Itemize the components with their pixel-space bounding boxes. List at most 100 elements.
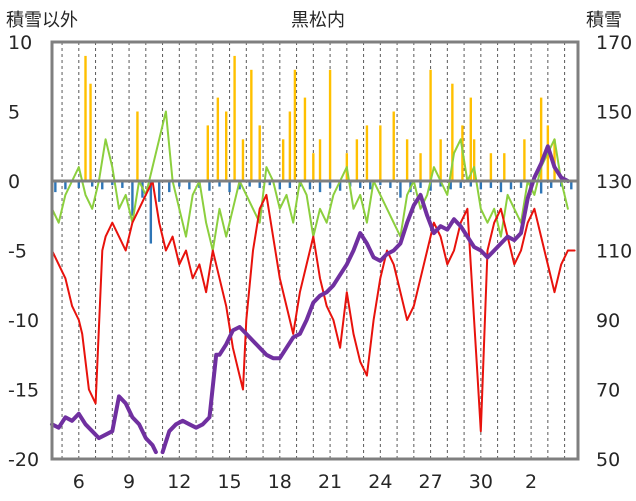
snowfall-bar: [553, 139, 556, 181]
snowfall-bar: [419, 153, 422, 181]
precip-bar: [369, 181, 372, 190]
left-tick-label: -20: [8, 449, 39, 471]
tmax-line: [51, 110, 569, 252]
left-tick-label: 10: [8, 32, 32, 54]
snowfall-bar: [405, 139, 409, 181]
right-axis-label: 積雪: [586, 10, 622, 31]
x-tick-label: 6: [73, 471, 85, 493]
precip-bar: [101, 181, 104, 190]
x-tick-label: 18: [268, 471, 292, 493]
snowfall-bar: [355, 139, 359, 181]
precip-bar: [519, 181, 523, 188]
snowfall-bar: [539, 97, 543, 181]
precip-bar: [149, 181, 153, 244]
precip-bar: [258, 181, 261, 188]
snowfall-bar: [523, 139, 526, 181]
precip-bar: [308, 181, 312, 190]
snowfall-bar: [365, 125, 369, 181]
snowfall-bar: [451, 83, 454, 181]
snowfall-bar: [303, 97, 307, 181]
snowfall-bar: [472, 139, 476, 181]
precip-bar: [570, 181, 573, 190]
snowfall-bar: [489, 153, 493, 181]
right-tick-label: 90: [596, 310, 620, 332]
precip-bar: [64, 181, 67, 190]
precip-bar: [328, 181, 332, 188]
plot-frame: [50, 40, 580, 461]
chart-title: 黒松内: [291, 10, 345, 31]
snowfall-bar: [281, 139, 285, 181]
x-tick-label: 12: [167, 471, 191, 493]
precip-bar: [131, 181, 134, 216]
precip-bar: [278, 181, 282, 190]
right-axis-ticks: 170 150 130 110 90 70 50: [596, 32, 632, 471]
snowfall-bar: [379, 125, 382, 181]
snowfall-bar: [439, 139, 442, 181]
tmin-line: [51, 180, 576, 433]
precip-bar: [499, 181, 503, 193]
left-tick-label: -10: [8, 310, 39, 332]
left-tick-label: -5: [8, 241, 27, 263]
precip-bar: [54, 181, 57, 193]
left-axis-ticks: 10 5 0 -5 -10 -15 -20: [8, 32, 39, 471]
snowfall-bar: [392, 111, 395, 181]
snowfall-bar: [216, 97, 220, 181]
precip-bar: [318, 181, 322, 193]
precip-bar: [549, 181, 553, 188]
precip-bar: [178, 181, 181, 187]
precip-bar: [338, 181, 342, 191]
left-tick-label: 5: [8, 102, 20, 124]
snowfall-bar: [312, 153, 315, 181]
precip-bar: [91, 181, 94, 187]
precip-bar: [389, 181, 392, 188]
right-tick-label: 150: [596, 102, 632, 124]
precip-bar: [208, 181, 211, 191]
precip-bar: [188, 181, 191, 190]
right-tick-label: 130: [596, 171, 632, 193]
precip-bar: [429, 181, 432, 191]
snowfall-bar: [258, 125, 261, 181]
snow_depth-line: [50, 394, 158, 455]
x-tick-label: 15: [217, 471, 241, 493]
precip-bar: [77, 181, 81, 188]
snowfall-bar: [469, 97, 472, 181]
x-tick-label: 27: [418, 471, 442, 493]
precip-bar: [489, 181, 493, 188]
snowfall-bar: [429, 69, 432, 181]
x-tick-label: 21: [318, 471, 342, 493]
x-axis-ticks: 6 9 12 15 18 21 24 27 30 2: [73, 471, 537, 493]
x-tick-label: 9: [123, 471, 135, 493]
precip-bar: [449, 181, 452, 190]
precip-bar: [218, 181, 221, 187]
bars-layer: [54, 55, 573, 244]
precip-bar: [168, 181, 171, 193]
precip-bar: [359, 181, 362, 188]
snowfall-bar: [225, 111, 228, 181]
snowfall-bar: [89, 83, 92, 181]
precip-bar: [248, 181, 251, 187]
x-tick-label: 2: [525, 471, 537, 493]
snowfall-bar: [233, 55, 236, 181]
precip-bar: [111, 181, 114, 186]
vertical-grid: [61, 42, 566, 459]
x-tick-label: 24: [368, 471, 392, 493]
right-tick-label: 50: [596, 449, 620, 471]
snowfall-bar: [318, 139, 322, 181]
left-tick-label: 0: [8, 171, 20, 193]
left-tick-label: -15: [8, 380, 39, 402]
snow_depth_b-line: [160, 144, 570, 455]
precip-bar: [439, 181, 442, 187]
snowfall-bar: [241, 139, 245, 181]
right-tick-label: 70: [596, 380, 620, 402]
precip-bar: [539, 181, 543, 194]
snowfall-bar: [328, 69, 332, 181]
right-tick-label: 170: [596, 32, 632, 54]
precip-bar: [459, 181, 462, 188]
precip-bar: [228, 181, 231, 193]
snowfall-bar: [206, 125, 209, 181]
precip-bar: [419, 181, 422, 188]
precip-bar: [469, 181, 472, 187]
precip-bar: [509, 181, 513, 190]
snowfall-bar: [250, 69, 253, 181]
series-lines: [50, 110, 576, 455]
